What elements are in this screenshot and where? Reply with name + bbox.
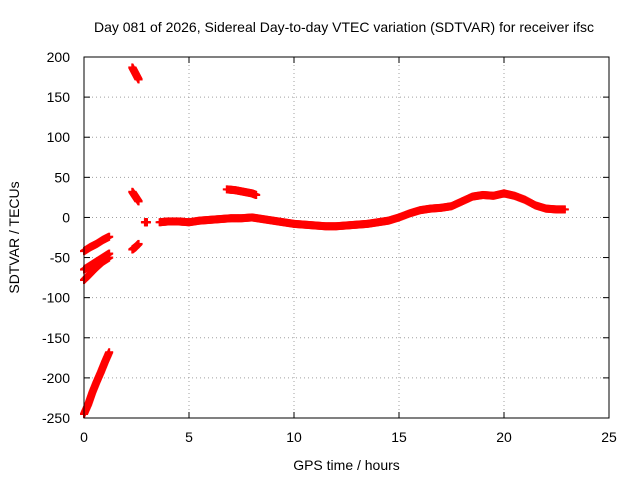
data-points: [80, 63, 569, 418]
grid-lines: [84, 57, 609, 418]
y-tick-label: -200: [42, 370, 70, 386]
x-tick-label: 10: [286, 429, 302, 445]
data-point: [143, 218, 151, 227]
data-point: [134, 239, 143, 248]
y-tick-label: 0: [62, 209, 70, 225]
data-point: [105, 232, 114, 241]
x-tick-label: 15: [391, 429, 407, 445]
chart-title: Day 081 of 2026, Sidereal Day-to-day VTE…: [94, 19, 594, 35]
y-tick-label: 50: [54, 169, 70, 185]
x-axis-label: GPS time / hours: [293, 457, 400, 473]
x-tick-label: 25: [601, 429, 617, 445]
data-point: [105, 348, 114, 357]
x-tick-label: 5: [185, 429, 193, 445]
data-point: [252, 190, 261, 199]
y-tick-label: 150: [47, 89, 71, 105]
data-point: [134, 75, 143, 84]
data-point: [134, 197, 143, 206]
data-point: [105, 253, 114, 262]
y-tick-label: -250: [42, 410, 70, 426]
axis-ticks: 0 5 10 15 20 25 -250 -200 -150 -100 -50 0 50 100 150 20…: [42, 49, 617, 445]
y-tick-label: -100: [42, 290, 70, 306]
y-tick-label: -150: [42, 330, 70, 346]
plot-frame: [83, 56, 610, 419]
y-tick-label: 200: [47, 49, 71, 65]
y-tick-label: -50: [50, 250, 70, 266]
x-tick-label: 0: [80, 429, 88, 445]
y-axis-label: SDTVAR / TECUs: [6, 181, 22, 293]
y-tick-label: 100: [47, 129, 71, 145]
data-point: [560, 205, 569, 214]
x-tick-label: 20: [496, 429, 512, 445]
